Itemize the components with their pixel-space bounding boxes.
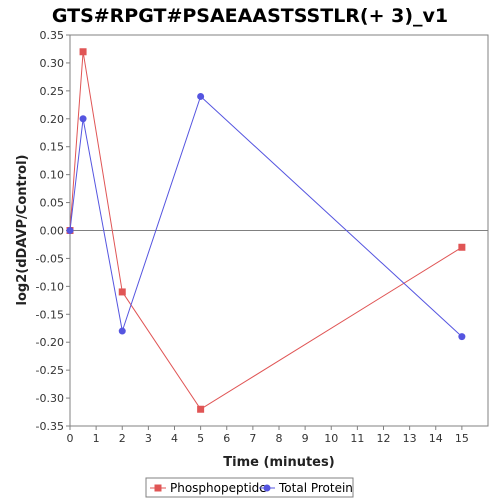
data-point [79,48,87,56]
y-tick-label: -0.10 [36,280,64,293]
x-tick-label: 11 [350,432,364,445]
y-tick-label: -0.05 [36,252,64,265]
x-tick-label: 7 [249,432,256,445]
x-tick-label: 10 [324,432,338,445]
y-tick-label: 0.20 [40,113,65,126]
axes: 0.35 0.30 0.25 0.20 0.15 0.10 0.05 0.00 -0.05 -0.… [36,29,488,445]
x-tick-label: 2 [119,432,126,445]
legend-label: Phosphopeptide [170,481,267,495]
x-tick-label: 3 [145,432,152,445]
y-tick-label: 0.10 [40,169,65,182]
legend-marker [263,484,271,492]
y-tick-label: 0.00 [40,225,65,238]
x-tick-label: 0 [67,432,74,445]
data-point [197,92,205,100]
data-point [66,227,74,234]
x-tick-label: 14 [429,432,443,445]
series [66,48,466,413]
y-tick-label: 0.15 [40,141,65,154]
y-tick-label: -0.35 [36,420,64,433]
x-axis-title: Time (minutes) [223,455,334,470]
x-tick-label: 15 [455,432,469,445]
y-tick-label: -0.25 [36,364,64,377]
y-tick-label: -0.20 [36,336,64,349]
y-tick-label: -0.15 [36,308,64,321]
x-tick-label: 8 [276,432,283,445]
x-tick-label: 12 [377,432,391,445]
y-tick-label: -0.30 [36,392,64,405]
x-tick-label: 9 [302,432,309,445]
data-point [458,243,466,251]
y-axis-title: log2(dDAVP/Control) [15,155,30,306]
x-tick-label: 13 [403,432,417,445]
x-tick-label: 6 [223,432,230,445]
y-tick-label: 0.05 [40,197,65,210]
data-point [118,327,126,335]
x-tick-label: 1 [93,432,100,445]
y-tick-label: 0.25 [40,85,65,98]
legend-label: Total Protein [278,481,353,495]
chart-title: GTS#RPGT#PSAEAASTSSTLR(+ 3)_v1 [52,5,448,27]
x-tick-label: 4 [171,432,178,445]
data-point [118,288,126,296]
data-point [79,115,87,123]
x-tick-label: 5 [197,432,204,445]
legend: Phosphopeptide Total Protein [145,477,354,498]
y-tick-label: 0.35 [40,29,65,42]
legend-marker [154,484,162,492]
y-tick-label: 0.30 [40,57,65,70]
data-point [197,405,205,413]
data-point [458,333,466,341]
legend-box [145,477,354,498]
